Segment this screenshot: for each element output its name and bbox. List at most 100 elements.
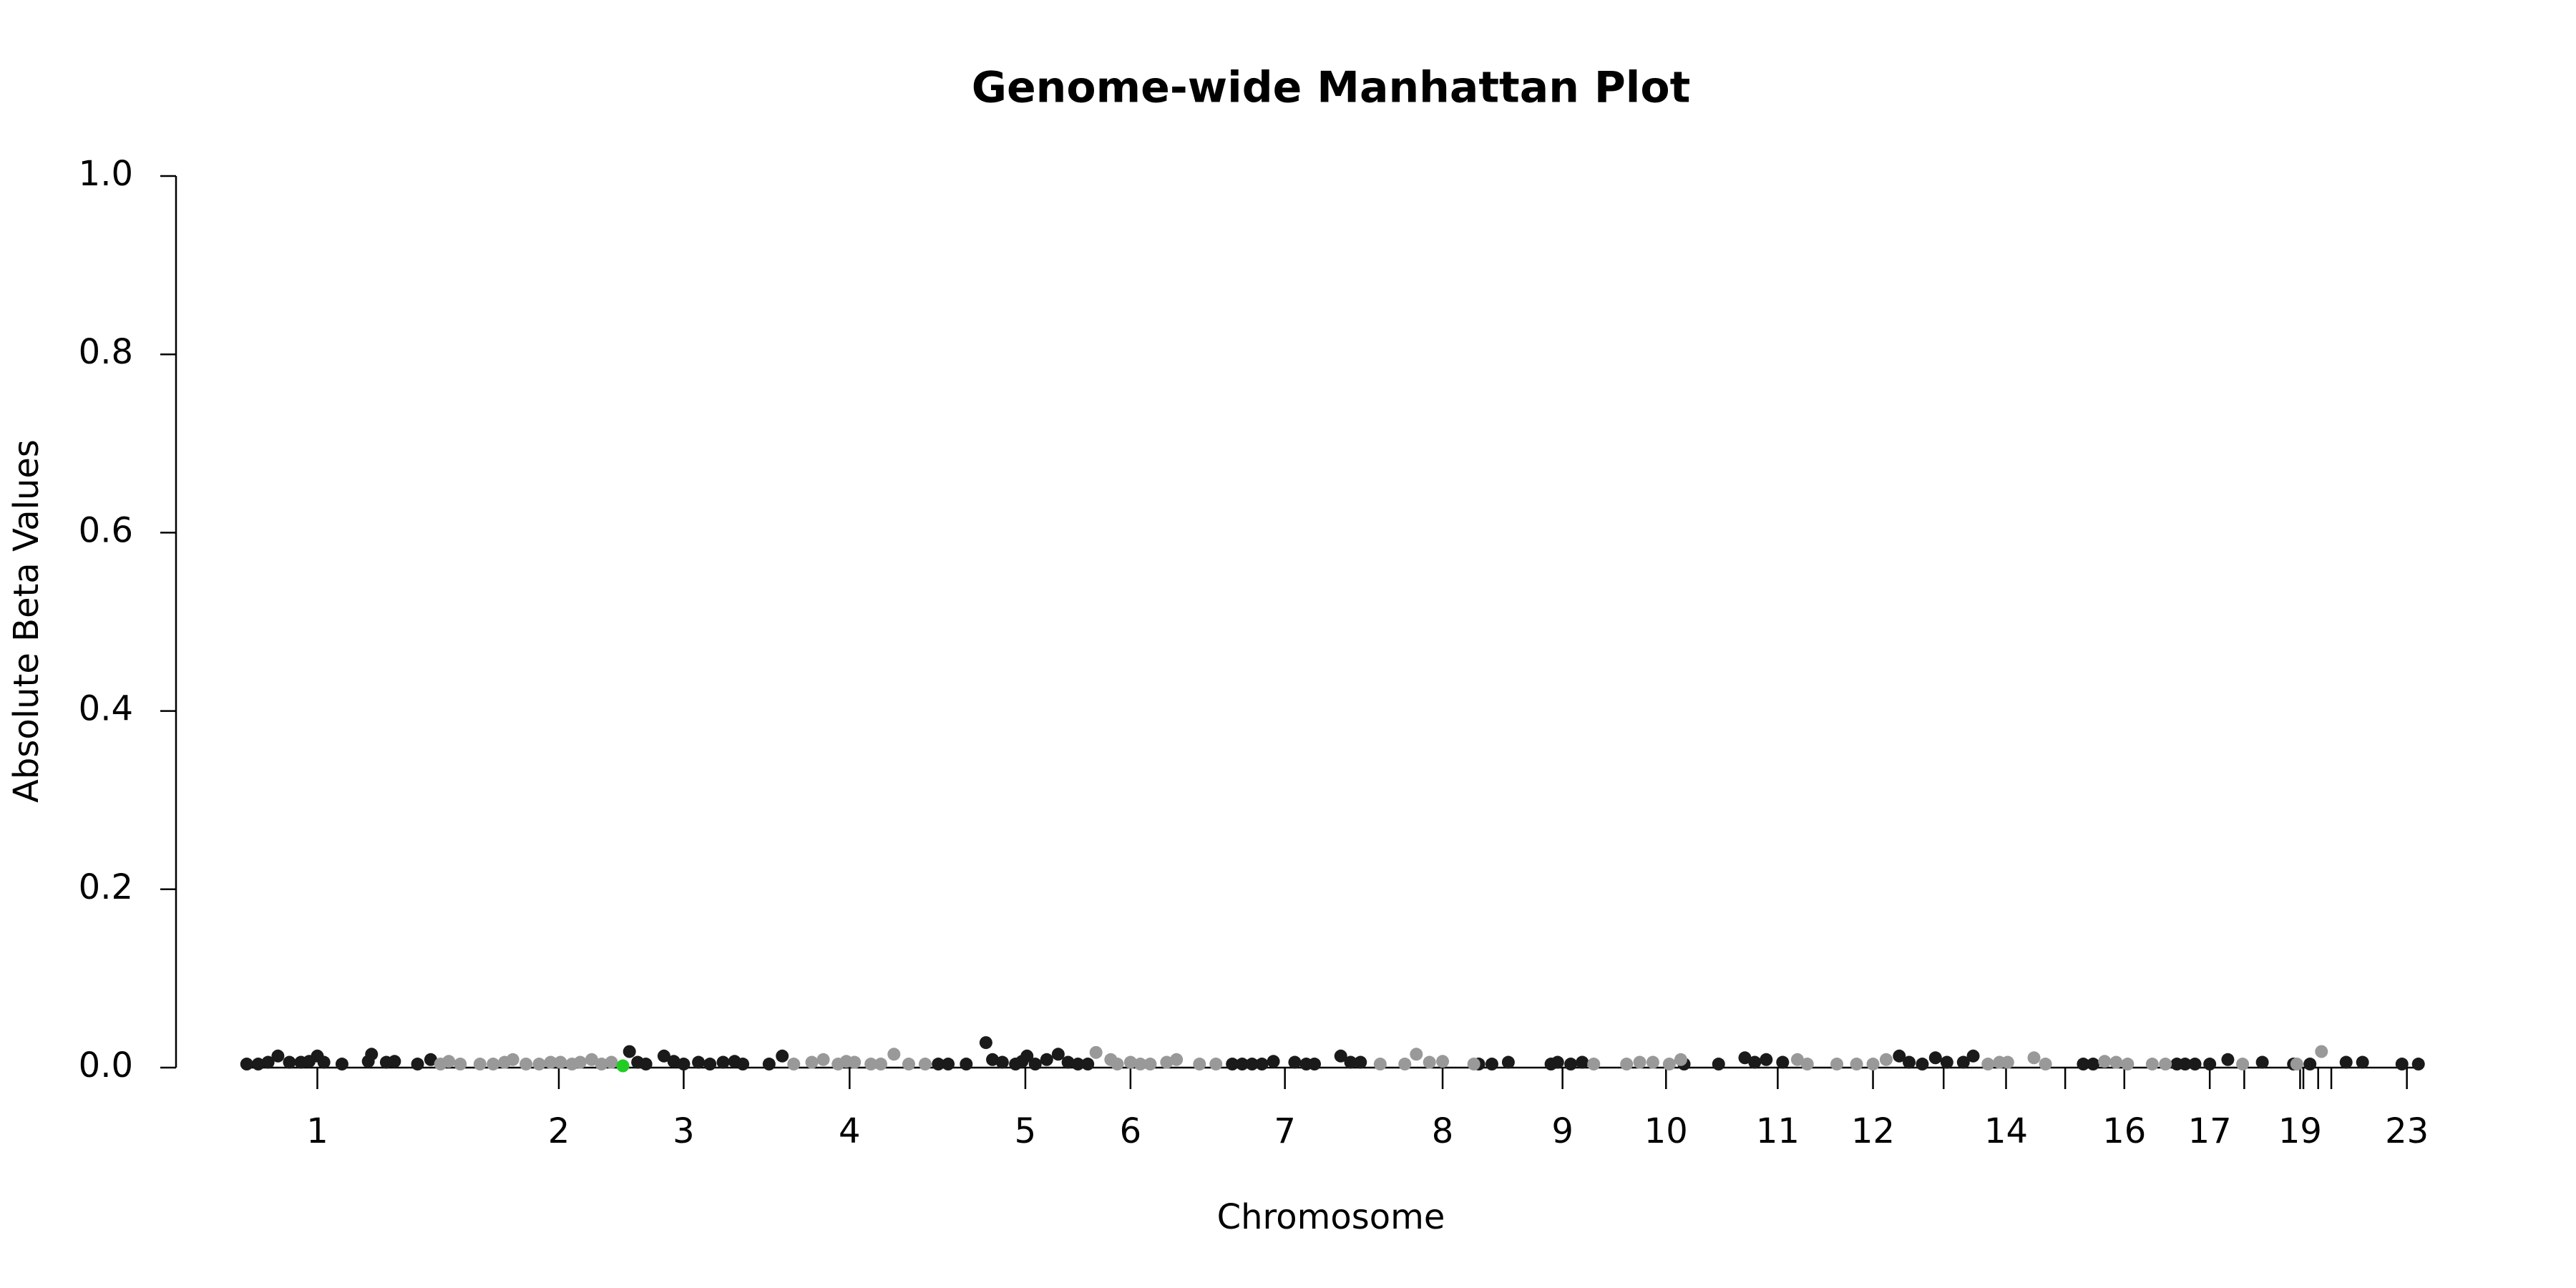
x-tick-label: 16: [2102, 1111, 2146, 1151]
point: [2303, 1058, 2317, 1071]
point: [918, 1058, 932, 1071]
point: [995, 1055, 1009, 1069]
point: [677, 1058, 691, 1071]
point: [473, 1058, 487, 1071]
point: [623, 1045, 636, 1058]
point: [2203, 1058, 2217, 1071]
point: [1423, 1055, 1436, 1069]
point: [388, 1055, 401, 1068]
point: [411, 1058, 424, 1071]
point: [1776, 1055, 1790, 1069]
point: [848, 1055, 862, 1069]
point: [776, 1049, 789, 1063]
point: [787, 1058, 801, 1071]
point: [1051, 1048, 1065, 1061]
point: [1123, 1055, 1137, 1069]
point: [1748, 1055, 1762, 1069]
point: [544, 1055, 557, 1069]
point: [240, 1058, 253, 1071]
point: [1170, 1053, 1184, 1066]
point: [1587, 1058, 1601, 1071]
point: [1255, 1058, 1269, 1071]
point: [271, 1049, 285, 1063]
point: [1928, 1051, 1942, 1065]
point: [2159, 1058, 2172, 1071]
point: [1373, 1058, 1387, 1071]
point: [1738, 1051, 1752, 1065]
x-tick-label: 19: [2278, 1111, 2322, 1151]
point: [1081, 1058, 1095, 1071]
point: [2221, 1053, 2235, 1066]
x-tick-label: 8: [1432, 1111, 1454, 1151]
point: [864, 1058, 878, 1071]
point: [1879, 1053, 1893, 1066]
point: [1467, 1058, 1480, 1071]
point: [1071, 1058, 1085, 1071]
point: [1245, 1058, 1259, 1071]
point: [1940, 1055, 1953, 1069]
x-tick-label: 5: [1015, 1111, 1037, 1151]
point: [1398, 1058, 1412, 1071]
x-tick-label: 4: [839, 1111, 861, 1151]
point: [1576, 1055, 1589, 1069]
point: [1916, 1058, 1929, 1071]
point: [1981, 1058, 1995, 1071]
point: [703, 1058, 717, 1071]
point: [1662, 1058, 1676, 1071]
point: [573, 1055, 587, 1069]
x-axis-label: Chromosome: [1217, 1197, 1445, 1237]
point: [532, 1058, 546, 1071]
point: [902, 1058, 915, 1071]
point: [942, 1058, 955, 1071]
x-tick-label: 17: [2188, 1111, 2232, 1151]
point: [2077, 1058, 2090, 1071]
point: [283, 1055, 296, 1069]
point: [317, 1055, 331, 1069]
point: [1235, 1058, 1249, 1071]
point: [692, 1055, 706, 1069]
point: [1288, 1055, 1302, 1069]
point: [261, 1055, 275, 1069]
point: [554, 1055, 567, 1069]
x-tick-label: 1: [306, 1111, 328, 1151]
point: [1830, 1058, 1844, 1071]
point: [1712, 1058, 1725, 1071]
point: [2411, 1058, 2425, 1071]
point: [1760, 1053, 1773, 1066]
point: [1436, 1055, 1450, 1068]
chart-title: Genome-wide Manhattan Plot: [972, 63, 1691, 113]
point: [1089, 1045, 1103, 1059]
point: [2315, 1045, 2328, 1058]
point: [2178, 1058, 2192, 1071]
point: [1633, 1055, 1646, 1069]
x-tick-label: 7: [1274, 1111, 1296, 1151]
point: [595, 1058, 608, 1071]
point: [1485, 1058, 1498, 1071]
point: [1193, 1058, 1206, 1071]
point: [1344, 1055, 1357, 1069]
point: [2188, 1058, 2202, 1071]
point: [454, 1058, 467, 1071]
point: [1620, 1058, 1634, 1071]
point: [1209, 1058, 1223, 1071]
y-axis-label: Absolute Beta Values: [6, 439, 47, 803]
x-tick-label: 6: [1120, 1111, 1142, 1151]
point: [1028, 1058, 1042, 1071]
point: [1226, 1058, 1239, 1071]
point: [1160, 1055, 1174, 1069]
point: [979, 1036, 992, 1050]
point: [805, 1055, 819, 1069]
point: [2001, 1055, 2014, 1069]
point: [1903, 1055, 1916, 1069]
point: [1020, 1049, 1034, 1063]
point: [986, 1053, 1000, 1066]
point: [1850, 1058, 1863, 1071]
point: [1133, 1058, 1147, 1071]
point: [1267, 1055, 1280, 1068]
point: [487, 1058, 500, 1071]
x-tick-label: 2: [548, 1111, 570, 1151]
point: [667, 1055, 680, 1068]
point: [1308, 1058, 1321, 1071]
